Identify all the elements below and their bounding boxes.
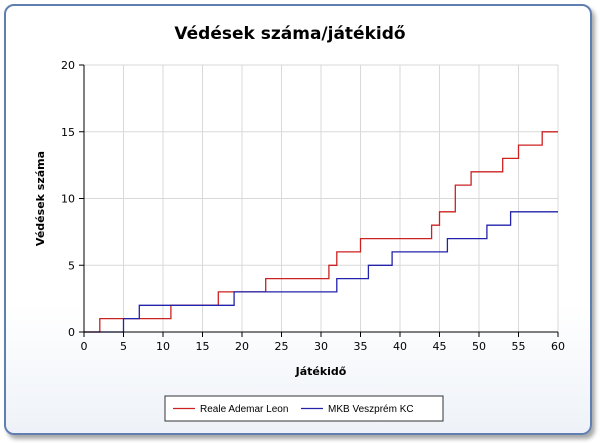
series-line-2 xyxy=(84,211,558,333)
grid xyxy=(84,64,559,332)
y-tick-label: 10 xyxy=(61,193,75,206)
x-tick-label: 20 xyxy=(235,340,249,353)
y-tick-label: 15 xyxy=(61,126,75,139)
x-tick-label: 40 xyxy=(393,340,407,353)
x-axis-label: Játékidő xyxy=(295,365,347,378)
x-tick-label: 25 xyxy=(275,340,289,353)
x-tick-label: 30 xyxy=(314,340,328,353)
x-tick-label: 35 xyxy=(354,340,368,353)
series-group xyxy=(84,131,558,333)
chart-title: Védések száma/játékidő xyxy=(174,24,405,44)
x-tick-label: 0 xyxy=(81,340,88,353)
legend: Reale Ademar Leon MKB Veszprém KC xyxy=(164,395,444,422)
plot-area: 0 5 10 15 20 25 30 35 40 45 50 55 60 0 5 10 15 20 xyxy=(61,59,565,353)
x-tick-label: 5 xyxy=(120,340,127,353)
x-tick-label: 15 xyxy=(196,340,210,353)
y-tick-label: 5 xyxy=(68,259,75,272)
legend-label-2: MKB Veszprém KC xyxy=(328,404,414,415)
x-tick-label: 10 xyxy=(156,340,170,353)
legend-label-1: Reale Ademar Leon xyxy=(200,404,288,415)
y-tick-label: 0 xyxy=(68,326,75,339)
x-tick-label: 50 xyxy=(472,340,486,353)
x-tick-label: 55 xyxy=(512,340,526,353)
y-axis-label: Védések száma xyxy=(34,151,47,246)
y-tick-label: 20 xyxy=(61,59,75,72)
x-tick-label: 60 xyxy=(551,340,565,353)
ticks: 0 5 10 15 20 25 30 35 40 45 50 55 60 0 5 10 15 20 xyxy=(61,59,565,353)
x-tick-label: 45 xyxy=(433,340,447,353)
